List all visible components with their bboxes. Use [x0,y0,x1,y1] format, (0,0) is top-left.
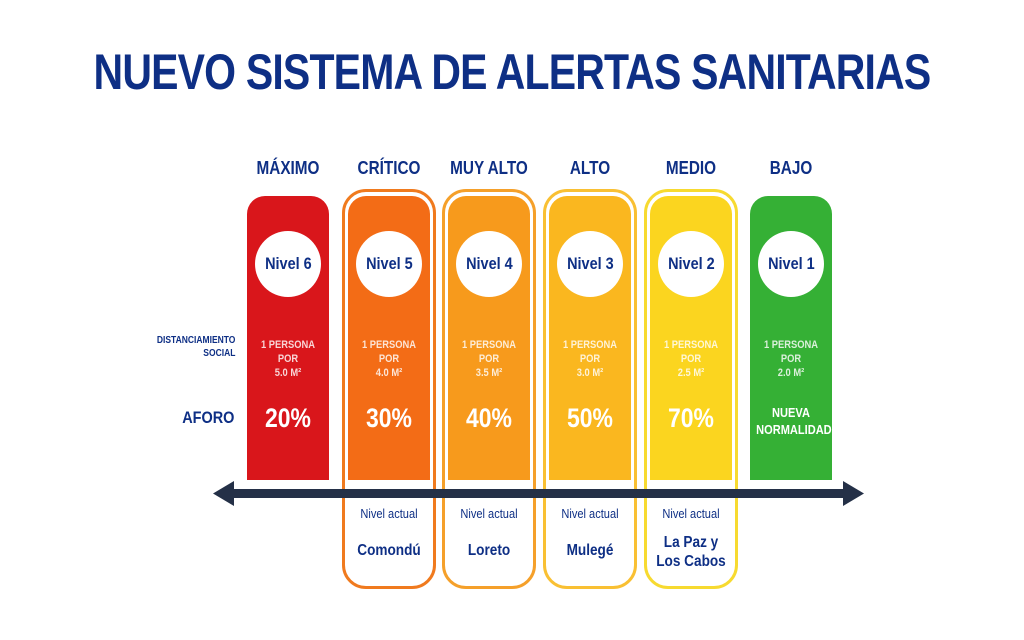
page-title: NUEVO SISTEMA DE ALERTAS SANITARIAS [93,44,932,100]
distance-value: 1 PERSONA POR 4.0 M² [354,338,424,380]
aforo-value: 30% [366,403,412,433]
distance-line1: 1 PERSONA POR [663,339,719,365]
level-badge-label: Nivel 6 [264,254,312,273]
level-bar-4: Nivel 4 1 PERSONA POR 3.5 M² 40% [448,196,530,480]
level-badge-label: Nivel 2 [667,254,715,273]
distance-line2: 5.0 M² [274,367,302,379]
region-comondu: Comondú [357,542,421,559]
distanciamiento-label-line2: SOCIAL [202,348,235,359]
level-bar-1: Nivel 1 1 PERSONA POR 2.0 M² NUEVA NORMA… [750,196,832,480]
current-level-outline-5 [342,189,436,589]
current-level-label: Nivel actual [460,506,518,521]
current-level-label: Nivel actual [360,506,418,521]
region-mulege: Mulegé [566,542,614,559]
region-line1: La Paz y [663,534,719,551]
distance-line2: 2.5 M² [677,367,705,379]
current-level-outline-2 [644,189,738,589]
aforo-line2: NORMALIDAD [756,422,832,437]
level-bar-2: Nivel 2 1 PERSONA POR 2.5 M² 70% [650,196,732,480]
level-name-maximo: MÁXIMO [256,158,320,178]
distance-value: 1 PERSONA POR 3.0 M² [555,338,625,380]
distance-line1: 1 PERSONA POR [763,339,819,365]
region-loreto: Loreto [467,542,511,559]
distance-line1: 1 PERSONA POR [461,339,517,365]
aforo-value: 20% [265,403,311,433]
distanciamiento-label-line1: DISTANCIAMIENTO [156,335,235,346]
level-name-bajo: BAJO [769,158,813,178]
distance-line2: 3.5 M² [475,367,503,379]
level-name-alto: ALTO [569,158,611,178]
right-arrowhead-icon [843,481,864,506]
aforo-line1: NUEVA [772,405,810,420]
aforo-value: 50% [567,403,613,433]
level-name-critico: CRÍTICO [357,158,421,178]
level-badge: Nivel 5 [356,231,422,297]
level-badge-label: Nivel 3 [566,254,614,273]
current-level-outline-3 [543,189,637,589]
distance-line1: 1 PERSONA POR [562,339,618,365]
level-badge: Nivel 2 [658,231,724,297]
distance-line2: 3.0 M² [576,367,604,379]
distance-value: 1 PERSONA POR 5.0 M² [253,338,323,380]
level-badge: Nivel 4 [456,231,522,297]
level-badge: Nivel 1 [758,231,824,297]
region-la-paz-los-cabos: La Paz y Los Cabos [651,533,731,571]
left-arrowhead-icon [213,481,234,506]
aforo-label: AFORO [181,408,234,427]
current-level-label: Nivel actual [561,506,619,521]
level-bar-5: Nivel 5 1 PERSONA POR 4.0 M² 30% [348,196,430,480]
level-badge: Nivel 3 [557,231,623,297]
aforo-value: 40% [466,403,512,433]
region-line2: Los Cabos [656,553,726,570]
level-badge-label: Nivel 4 [465,254,513,273]
distanciamiento-label: DISTANCIAMIENTO SOCIAL [156,334,235,360]
level-badge: Nivel 6 [255,231,321,297]
level-badge-label: Nivel 5 [365,254,413,273]
distance-value: 1 PERSONA POR 2.5 M² [656,338,726,380]
level-bar-6: Nivel 6 1 PERSONA POR 5.0 M² 20% [247,196,329,480]
level-badge-label: Nivel 1 [767,254,815,273]
distance-line1: 1 PERSONA POR [260,339,316,365]
distance-line2: 4.0 M² [375,367,403,379]
aforo-value: 70% [668,403,714,433]
distance-value: 1 PERSONA POR 3.5 M² [454,338,524,380]
level-bar-3: Nivel 3 1 PERSONA POR 3.0 M² 50% [549,196,631,480]
level-name-muy-alto: MUY ALTO [450,158,528,178]
level-name-medio: MEDIO [665,158,717,178]
current-level-outline-4 [442,189,536,589]
distance-value: 1 PERSONA POR 2.0 M² [756,338,826,380]
axis-line [230,489,844,498]
distance-line1: 1 PERSONA POR [361,339,417,365]
aforo-value: NUEVA NORMALIDAD [756,404,832,438]
current-level-label: Nivel actual [662,506,720,521]
distance-line2: 2.0 M² [777,367,805,379]
